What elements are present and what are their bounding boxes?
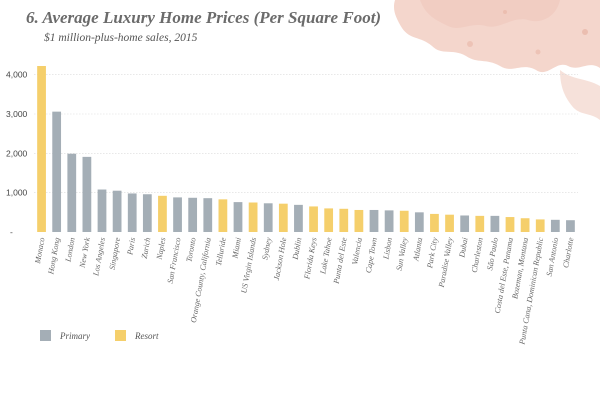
x-tick-label: Hong Kong bbox=[46, 237, 61, 276]
x-tick-label: Sun Valley bbox=[395, 236, 410, 271]
bar bbox=[505, 217, 515, 232]
x-tick-label: Naples bbox=[155, 237, 168, 261]
bar bbox=[218, 199, 228, 232]
bar bbox=[112, 190, 122, 232]
bar bbox=[294, 204, 303, 232]
x-tick-label: Toronto bbox=[184, 237, 197, 263]
x-tick-label: Dublin bbox=[291, 237, 304, 261]
legend-label-primary: Primary bbox=[59, 331, 90, 341]
bar bbox=[399, 210, 409, 232]
x-tick-label: Punta del Este bbox=[332, 236, 349, 285]
bar bbox=[37, 66, 46, 232]
x-tick-label: Cape Town bbox=[364, 237, 379, 274]
bar bbox=[445, 214, 454, 232]
x-tick-label: London bbox=[63, 237, 76, 264]
x-tick-label: Charlotte bbox=[561, 236, 575, 268]
bar bbox=[142, 194, 152, 232]
chart-subtitle: $1 million-plus-home sales, 2015 bbox=[44, 31, 198, 44]
bar bbox=[535, 219, 545, 232]
x-tick-label: Jackson Hole bbox=[272, 236, 288, 281]
x-tick-label: Lisbon bbox=[381, 237, 394, 261]
bar bbox=[566, 220, 575, 232]
bar-series bbox=[37, 66, 575, 232]
bar bbox=[263, 203, 273, 232]
x-tick-label: Florida Keys bbox=[302, 237, 318, 281]
x-tick-label: Telluride bbox=[214, 236, 228, 266]
x-tick-label: Sydney bbox=[260, 236, 273, 260]
y-axis: - 1,000 2,000 3,000 4,000 bbox=[6, 70, 578, 237]
x-tick-label: Valencia bbox=[350, 237, 364, 266]
bar bbox=[248, 202, 258, 232]
legend-label-resort: Resort bbox=[134, 331, 159, 341]
x-tick-label: US Virgin Islands bbox=[239, 237, 258, 294]
bar bbox=[384, 210, 394, 232]
x-tick-label: Park City bbox=[425, 236, 439, 269]
x-tick-label: Monaco bbox=[33, 237, 47, 265]
bar bbox=[67, 153, 77, 232]
chart-title: 6. Average Luxury Home Prices (Per Squar… bbox=[26, 8, 381, 27]
bar bbox=[354, 209, 364, 232]
bar bbox=[97, 189, 107, 232]
watercolor-decoration bbox=[393, 0, 600, 120]
x-tick-label: Lake Tahoe bbox=[318, 236, 334, 275]
y-tick-label: - bbox=[10, 227, 13, 237]
bar bbox=[203, 198, 213, 232]
bar bbox=[309, 206, 318, 232]
bar bbox=[339, 208, 349, 232]
bar bbox=[127, 193, 137, 232]
bar bbox=[414, 212, 424, 232]
x-tick-label: Zurich bbox=[140, 237, 153, 260]
x-tick-label: Dubai bbox=[457, 237, 470, 259]
x-tick-label: San Antonio bbox=[545, 237, 561, 277]
bar bbox=[475, 215, 485, 232]
x-tick-label: Paris bbox=[125, 237, 137, 257]
bar bbox=[233, 202, 243, 232]
y-tick-label: 1,000 bbox=[6, 188, 28, 198]
legend-swatch-resort bbox=[115, 330, 126, 341]
bar bbox=[490, 215, 500, 232]
y-tick-label: 3,000 bbox=[6, 109, 28, 119]
x-tick-label: Charleston bbox=[470, 237, 485, 274]
x-tick-label: San Francisco bbox=[166, 237, 183, 284]
legend-swatch-primary bbox=[40, 330, 51, 341]
x-tick-label: Los Angeles bbox=[91, 237, 107, 278]
bar bbox=[278, 203, 288, 232]
x-tick-label: Miami bbox=[230, 237, 243, 260]
bar bbox=[550, 219, 560, 232]
bar bbox=[520, 218, 530, 232]
legend: Primary Resort bbox=[40, 330, 159, 341]
x-tick-label: New York bbox=[78, 236, 92, 269]
x-tick-label: São Paulo bbox=[485, 237, 500, 271]
bar bbox=[52, 111, 62, 232]
x-tick-label: Paradise Valley bbox=[437, 236, 455, 289]
bar bbox=[82, 156, 92, 232]
bar bbox=[324, 208, 334, 232]
bar bbox=[430, 213, 439, 232]
y-tick-label: 4,000 bbox=[6, 70, 28, 80]
bar bbox=[369, 209, 379, 232]
bar bbox=[158, 195, 167, 232]
x-tick-label: Singapore bbox=[108, 236, 123, 270]
bar bbox=[188, 197, 198, 232]
bar bbox=[460, 215, 470, 232]
x-tick-label: Atlanta bbox=[411, 237, 424, 263]
bar bbox=[173, 197, 182, 232]
y-tick-label: 2,000 bbox=[6, 148, 28, 158]
x-axis: Monaco Hong Kong London New York Los Angeles… bbox=[33, 236, 576, 346]
